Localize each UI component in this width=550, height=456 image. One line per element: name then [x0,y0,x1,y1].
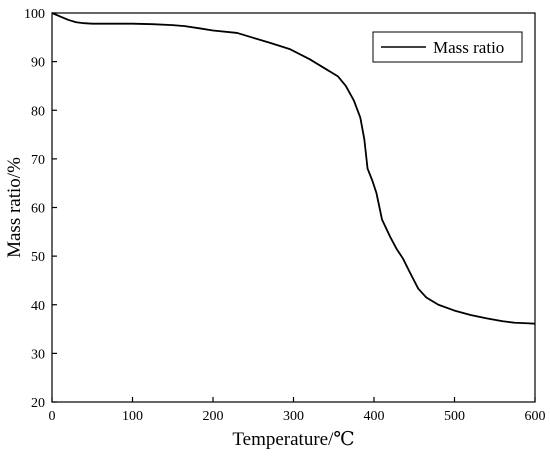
y-tick-label: 20 [31,396,45,411]
x-axis-ticks: 0 100 200 300 400 500 600 [49,397,546,424]
y-tick-label: 80 [31,104,45,119]
x-tick-label: 0 [49,409,56,424]
y-tick-label: 100 [24,7,45,22]
x-tick-label: 300 [283,409,304,424]
x-tick-label: 100 [122,409,143,424]
y-tick-label: 40 [31,299,45,314]
y-tick-label: 30 [31,347,45,362]
x-tick-label: 400 [364,409,385,424]
series-line-mass-ratio [51,12,536,325]
x-tick-label: 200 [203,409,224,424]
y-axis-ticks: 20 30 40 50 60 70 80 90 100 [24,7,57,411]
legend: Mass ratio [372,31,523,63]
y-tick-label: 50 [31,250,45,265]
x-tick-label: 500 [444,409,465,424]
y-tick-label: 90 [31,56,45,71]
y-axis-title: Mass ratio/% [4,157,25,258]
y-tick-label: 70 [31,153,45,168]
y-tick-label: 60 [31,202,45,217]
data-series [51,12,536,325]
legend-label-mass-ratio: Mass ratio [433,38,504,57]
x-tick-label: 600 [525,409,546,424]
plot-frame [51,12,536,403]
x-axis-title: Temperature/℃ [232,429,354,450]
